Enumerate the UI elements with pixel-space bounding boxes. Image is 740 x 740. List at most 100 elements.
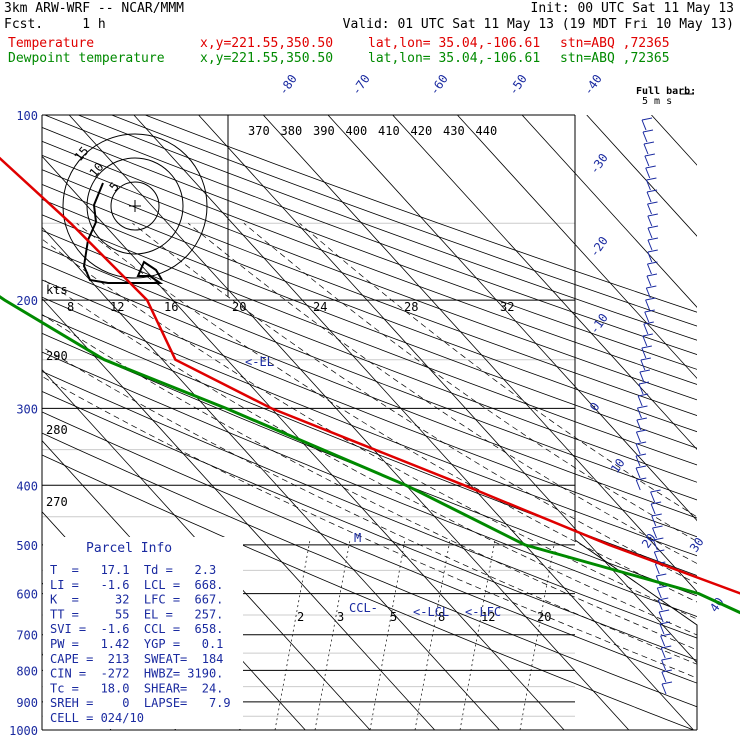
wind-barb-flag bbox=[641, 117, 653, 121]
wind-barb-staff bbox=[640, 359, 646, 371]
wind-barb bbox=[656, 585, 668, 599]
wind-barb-flag bbox=[646, 273, 658, 277]
moist-adiabat bbox=[42, 346, 697, 665]
wind-barb-flag bbox=[661, 657, 672, 661]
annotation-4: M bbox=[354, 531, 361, 545]
wind-barb bbox=[645, 297, 656, 311]
wind-barb-flag bbox=[647, 213, 658, 217]
wind-barb-flag bbox=[640, 357, 651, 361]
pressure-label-900: 900 bbox=[16, 696, 38, 710]
wind-barb-staff bbox=[636, 419, 642, 431]
wind-barb-staff bbox=[647, 251, 653, 263]
mixing-ratio-top-8: 8 bbox=[67, 300, 74, 314]
wind-barb-flag bbox=[636, 429, 647, 433]
wind-barb-staff bbox=[643, 143, 649, 155]
model-title: 3km ARW-WRF -- NCAR/MMM bbox=[4, 1, 185, 16]
isotherm-label--40: -40 bbox=[581, 72, 605, 98]
temperature-line bbox=[0, 156, 740, 595]
mixing-ratio-bottom-2: 2 bbox=[297, 610, 304, 624]
wind-barb-staff bbox=[658, 611, 664, 623]
legend-temperature-coords: x,y=221.55,350.50 bbox=[200, 36, 334, 51]
wind-barb bbox=[660, 645, 672, 659]
mixing-ratio-labels: 8 12 16 20 24 28 32 2 3 5 8 12 20 bbox=[67, 300, 551, 624]
isotherm-line bbox=[586, 115, 697, 237]
annotation-2: <-LFC bbox=[465, 605, 501, 619]
parcel-info-title: Parcel Info bbox=[86, 541, 172, 556]
wind-barb-staff bbox=[637, 395, 643, 407]
moist-adiabat bbox=[132, 223, 697, 585]
parcel-panel-bg bbox=[43, 537, 243, 729]
pressure-label-600: 600 bbox=[16, 588, 38, 602]
pressure-label-800: 800 bbox=[16, 664, 38, 678]
wind-barb-staff bbox=[659, 623, 665, 635]
wind-barb-flag bbox=[638, 393, 649, 397]
mixing-ratio-top-16: 16 bbox=[164, 300, 178, 314]
wind-barb bbox=[644, 153, 655, 167]
hodograph-ring bbox=[110, 181, 160, 231]
isotherm-label--80: -80 bbox=[276, 72, 300, 98]
wind-barb bbox=[647, 249, 658, 263]
wind-barb bbox=[650, 489, 661, 503]
wind-barb-staff bbox=[661, 683, 667, 695]
hodograph-unit: kts bbox=[46, 283, 68, 297]
mixing-ratio-top-28: 28 bbox=[404, 300, 418, 314]
wind-barb-flag bbox=[642, 129, 654, 133]
forecast-hour: Fcst. 1 h bbox=[4, 18, 106, 32]
wind-barb-flag bbox=[636, 417, 647, 421]
wind-barb-flag bbox=[635, 465, 647, 469]
mixing-ratio-line bbox=[369, 539, 406, 730]
parcel-info-row: SREH = 0 LAPSE= 7.9 bbox=[50, 696, 231, 710]
wind-barb-staff bbox=[656, 587, 662, 599]
dewpoint-line bbox=[0, 295, 740, 615]
pressure-labels: 100 200 300 400 500 600 700 800 900 1000 bbox=[9, 109, 38, 738]
wind-barb-staff bbox=[646, 275, 652, 287]
isotherm-label--30: -30 bbox=[587, 151, 611, 177]
dry-adiabat bbox=[42, 140, 697, 385]
wind-barb bbox=[640, 357, 651, 371]
wind-barb bbox=[660, 633, 671, 647]
mixing-ratio-top-12: 12 bbox=[110, 300, 124, 314]
wind-barb-flag bbox=[660, 633, 671, 637]
wind-barb-staff bbox=[643, 323, 649, 335]
wind-barb-staff bbox=[647, 215, 653, 227]
wind-barb-flag bbox=[647, 261, 658, 265]
isotherm-line bbox=[198, 115, 697, 664]
wind-barb-flag bbox=[661, 669, 672, 673]
barb-legend-unit: 5 m s bbox=[642, 96, 672, 107]
mixing-ratio-bottom-12: 12 bbox=[481, 610, 495, 624]
wind-barb-flag bbox=[659, 621, 671, 625]
moist-adiabat bbox=[187, 223, 697, 564]
wind-barb-staff bbox=[638, 383, 644, 395]
wind-barb-staff bbox=[645, 179, 651, 191]
wind-barb bbox=[645, 177, 657, 191]
theta-left-label-280: 280 bbox=[46, 423, 68, 437]
wind-barb-flag bbox=[651, 513, 662, 517]
wind-barb-staff bbox=[636, 407, 642, 419]
dry-adiabat bbox=[42, 411, 697, 684]
dry-adiabat bbox=[42, 432, 697, 708]
wind-barb bbox=[658, 609, 670, 623]
wind-barb-flag bbox=[653, 537, 664, 541]
isotherm-label--60: -60 bbox=[427, 72, 451, 98]
wind-barb bbox=[645, 285, 657, 299]
wind-barb-staff bbox=[645, 287, 651, 299]
wind-barb bbox=[643, 141, 655, 155]
legend-dewpoint-stn: stn=ABQ ,72365 bbox=[560, 51, 670, 66]
pressure-label-300: 300 bbox=[16, 402, 38, 416]
wind-barb-flag bbox=[647, 249, 658, 253]
moist-adiabat bbox=[42, 238, 697, 620]
moist-adiabat bbox=[42, 278, 697, 636]
wind-barb bbox=[635, 477, 647, 491]
legend-dewpoint: Dewpoint temperature bbox=[8, 52, 165, 66]
wind-barb-flag bbox=[645, 165, 656, 169]
barb-legend-title: Full barb: bbox=[636, 86, 696, 97]
mixing-ratio-bottom-8: 8 bbox=[438, 610, 445, 624]
wind-barb bbox=[659, 621, 671, 635]
pressure-label-400: 400 bbox=[16, 479, 38, 493]
wind-barb bbox=[661, 657, 672, 671]
isotherm-label--50: -50 bbox=[506, 72, 530, 98]
mixing-ratio-bottom-20: 20 bbox=[537, 610, 551, 624]
wind-barb-staff bbox=[651, 515, 657, 527]
